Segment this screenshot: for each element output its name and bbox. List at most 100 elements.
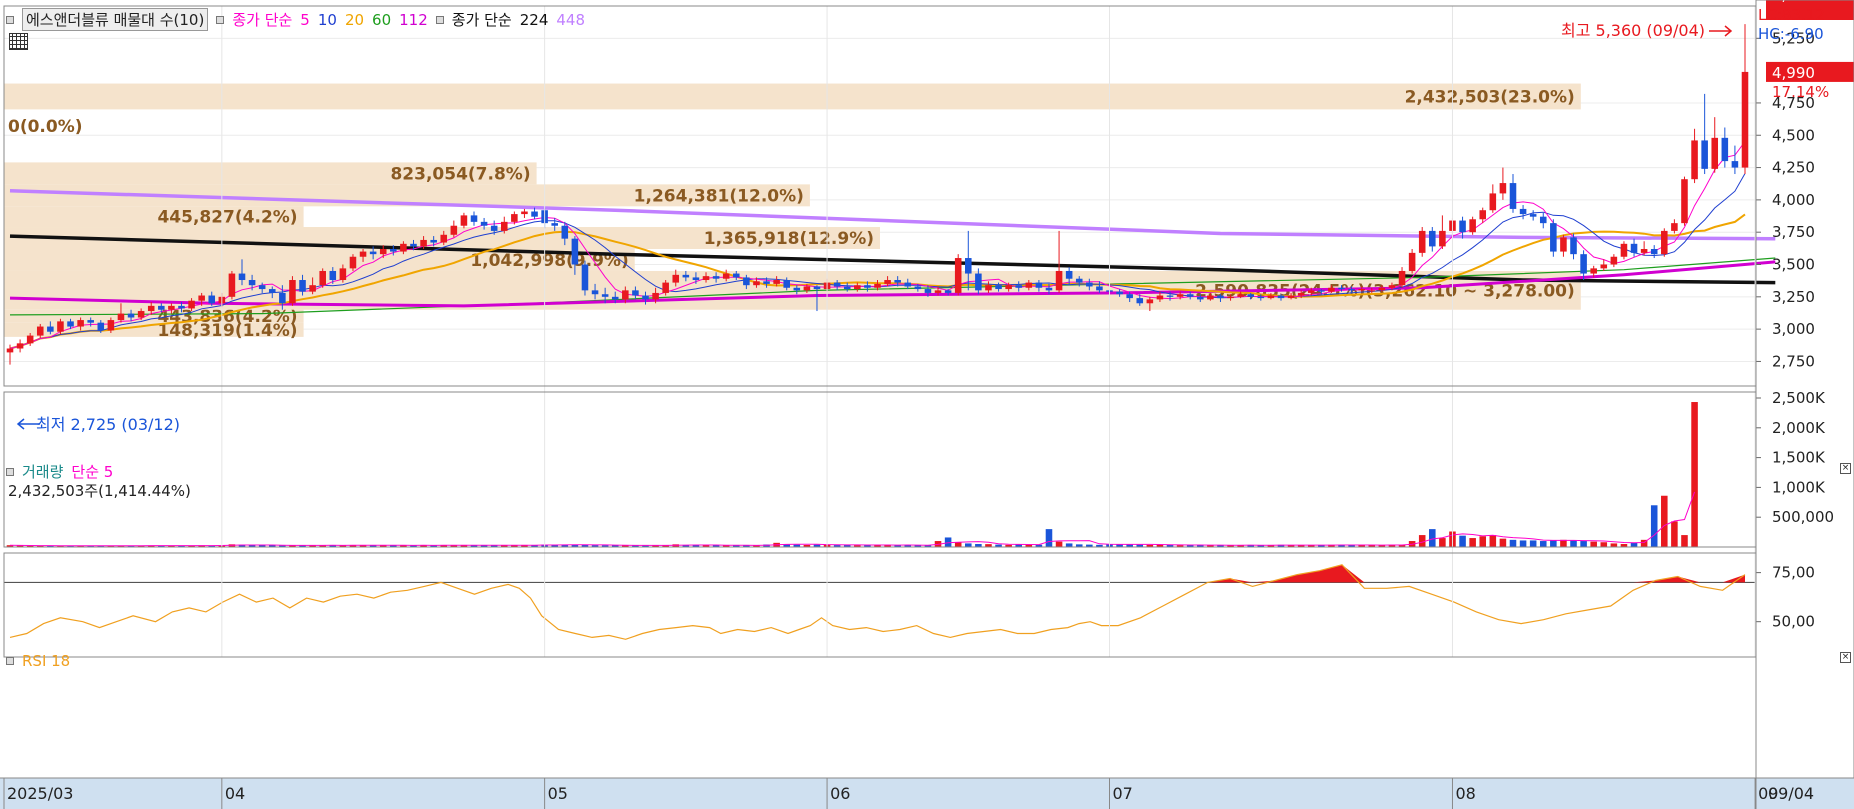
candle-body <box>1217 295 1224 299</box>
volume-bar <box>1156 544 1164 547</box>
volume-bar <box>1207 544 1214 547</box>
volume-bar <box>349 545 357 547</box>
candle-body <box>914 286 922 290</box>
volume-profile-label: 148,319(1.4%) <box>157 321 297 341</box>
candle-body <box>622 290 629 300</box>
price-axis-label: 4,000 <box>1772 191 1815 209</box>
volume-bar <box>743 545 750 547</box>
volume-bar <box>1318 544 1325 547</box>
candle-body <box>450 225 458 235</box>
volume-bar <box>833 545 841 547</box>
candle-body <box>975 273 982 291</box>
candle-body <box>1529 214 1537 217</box>
volume-bar <box>954 542 962 547</box>
legend-box-icon <box>216 15 225 24</box>
candle-body <box>1580 254 1587 274</box>
candle-body <box>1408 252 1416 271</box>
volume-bar <box>1217 545 1224 547</box>
candle-body <box>168 305 175 310</box>
date-axis-label: 09 <box>1758 784 1778 803</box>
volume-bar <box>158 545 165 547</box>
candle-body <box>632 290 639 296</box>
volume-bar <box>1025 544 1033 547</box>
volume-bar <box>682 544 690 547</box>
candle-body <box>299 280 306 292</box>
candle-body <box>410 243 417 247</box>
candle-body <box>944 290 952 293</box>
price-panel[interactable]: 148,319(1.4%)443,836(4.2%)2,590,835(24.5… <box>4 21 1854 434</box>
rsi-panel[interactable]: 50,00 75,00 <box>4 564 1815 640</box>
ma-legend-prefix: 종가 단순 <box>232 11 293 29</box>
volume-bar <box>1570 540 1577 547</box>
volume-bar <box>1429 529 1436 547</box>
volume-axis-label: 500,000 <box>1772 508 1834 526</box>
candle-body <box>1247 294 1255 297</box>
candle-body <box>158 305 165 310</box>
close-icon[interactable]: × <box>1840 463 1851 474</box>
volume-profile-bar <box>4 83 1581 110</box>
rsi-overbought-fill <box>10 564 1745 583</box>
volume-bar <box>521 544 528 547</box>
candle-body <box>1287 295 1295 299</box>
volume-bar <box>1610 543 1618 547</box>
candle-body <box>1519 208 1527 215</box>
volume-panel[interactable]: 500,000 1,000K 1,500K 2,000K 2,500K 2,433K141… <box>6 0 1854 547</box>
candle-body <box>147 305 155 312</box>
candle-body <box>1620 243 1628 257</box>
candle-body <box>581 264 589 291</box>
candle-body <box>894 280 901 283</box>
volume-bar <box>410 545 417 547</box>
candle-body <box>1328 287 1335 292</box>
candle-body <box>359 251 367 257</box>
volume-bar <box>1045 529 1053 547</box>
candle-body <box>6 348 14 353</box>
volume-bar <box>1065 543 1073 547</box>
candle-body <box>117 313 125 321</box>
volume-bar <box>571 544 579 547</box>
volume-bar <box>1620 544 1628 547</box>
candle-body <box>1307 290 1315 293</box>
candle-body <box>995 285 1002 290</box>
volume-bar <box>904 545 912 547</box>
volume-bar <box>1539 541 1547 547</box>
volume-bar <box>601 545 609 547</box>
volume-bar <box>1600 542 1608 547</box>
close-icon[interactable]: × <box>1840 652 1851 663</box>
volume-bar <box>299 545 306 547</box>
candle-body <box>26 335 34 344</box>
candle-body <box>854 285 861 290</box>
volume-bar <box>944 537 952 547</box>
volume-bar <box>329 545 337 547</box>
volume-ma-label: 단순 5 <box>71 463 114 481</box>
volume-bar <box>1005 544 1012 547</box>
candle-body <box>1297 292 1305 296</box>
stock-title[interactable]: 에스앤더블류 매물대 수(10) <box>22 8 209 31</box>
volume-bar <box>500 545 508 547</box>
volume-bar <box>692 545 700 547</box>
candle-body <box>1509 183 1517 209</box>
candle-body <box>1721 137 1729 162</box>
candle-body <box>1489 193 1497 211</box>
volume-bar <box>642 545 649 547</box>
current-price-label: 4,990 <box>1772 64 1815 82</box>
volume-bar <box>168 545 175 547</box>
ma-legend-periods: 5 10 20 60 112 <box>300 11 427 29</box>
candle-body <box>460 215 468 226</box>
candle-body <box>500 221 508 231</box>
price-axis-label: 4,250 <box>1772 159 1815 177</box>
calculator-icon[interactable] <box>9 33 28 50</box>
volume-bar <box>753 545 760 547</box>
price-axis-label: 2,750 <box>1772 352 1815 370</box>
candle-body <box>1741 71 1749 168</box>
volume-bar <box>1378 544 1386 547</box>
volume-bar <box>1096 544 1103 547</box>
volume-profile-label: 1,264,381(12.0%) <box>634 186 804 206</box>
volume-profile-label: 1,042,998(9.9%) <box>470 251 628 271</box>
candle-body <box>1116 291 1123 295</box>
candle-body <box>1429 230 1436 247</box>
candle-body <box>319 270 326 286</box>
volume-bar <box>379 545 387 547</box>
volume-bar <box>258 545 266 547</box>
candle-body <box>1691 140 1698 180</box>
